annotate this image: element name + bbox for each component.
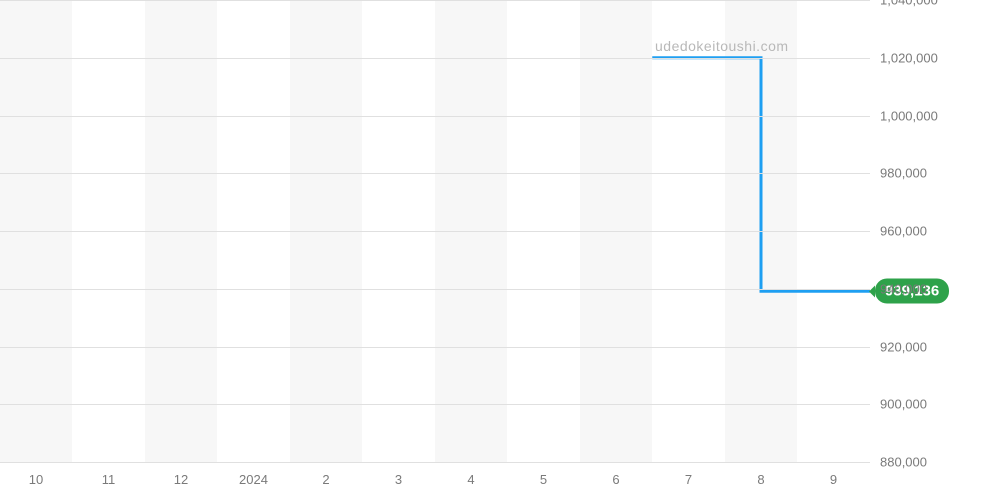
grid-line: [0, 462, 870, 463]
y-axis-label: 920,000: [880, 339, 927, 354]
grid-line: [0, 173, 870, 174]
x-axis-label: 6: [612, 472, 619, 487]
x-axis-label: 12: [174, 472, 188, 487]
grid-line: [0, 231, 870, 232]
x-axis-label: 7: [685, 472, 692, 487]
y-axis-label: 900,000: [880, 397, 927, 412]
grid-line: [0, 58, 870, 59]
x-axis-label: 4: [467, 472, 474, 487]
x-axis-label: 8: [757, 472, 764, 487]
plot-area: [0, 0, 870, 462]
y-axis-label: 1,020,000: [880, 50, 938, 65]
x-axis-label: 11: [102, 472, 116, 487]
grid-line: [0, 289, 870, 290]
x-axis-label: 2024: [239, 472, 268, 487]
y-axis-label: 880,000: [880, 455, 927, 470]
x-axis-label: 3: [395, 472, 402, 487]
x-axis-label: 2: [322, 472, 329, 487]
watermark: udedokeitoushi.com: [655, 38, 789, 54]
grid-line: [0, 116, 870, 117]
grid-line: [0, 347, 870, 348]
y-axis-label: 960,000: [880, 224, 927, 239]
y-axis-label: 1,000,000: [880, 108, 938, 123]
x-axis-label: 5: [540, 472, 547, 487]
y-axis-label: 980,000: [880, 166, 927, 181]
grid-line: [0, 404, 870, 405]
y-axis-label: 1,040,000: [880, 0, 938, 8]
y-axis-label: 940,000: [880, 281, 927, 296]
grid-line: [0, 0, 870, 1]
x-axis-label: 9: [830, 472, 837, 487]
x-axis-label: 10: [29, 472, 43, 487]
price-chart: udedokeitoushi.com 939,136 880,000900,00…: [0, 0, 1000, 500]
